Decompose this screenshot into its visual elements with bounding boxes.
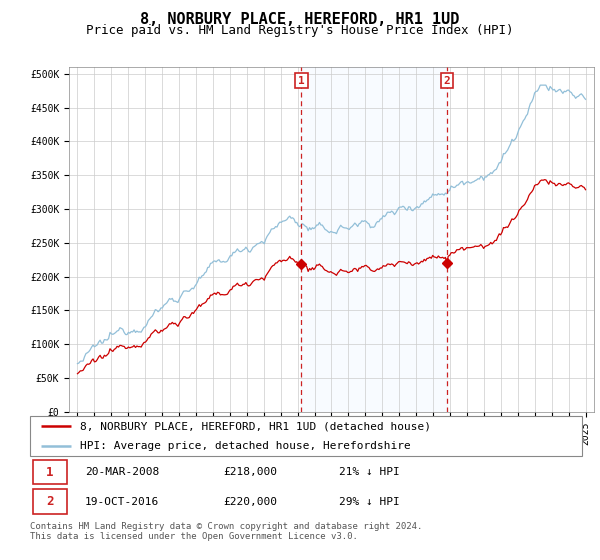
- Text: Price paid vs. HM Land Registry's House Price Index (HPI): Price paid vs. HM Land Registry's House …: [86, 24, 514, 36]
- FancyBboxPatch shape: [33, 460, 67, 484]
- FancyBboxPatch shape: [33, 489, 67, 514]
- Text: 2: 2: [46, 495, 53, 508]
- Text: £218,000: £218,000: [223, 467, 277, 477]
- FancyBboxPatch shape: [30, 416, 582, 456]
- Bar: [301, 67, 446, 412]
- Text: Contains HM Land Registry data © Crown copyright and database right 2024.
This d: Contains HM Land Registry data © Crown c…: [30, 522, 422, 542]
- Text: 8, NORBURY PLACE, HEREFORD, HR1 1UD: 8, NORBURY PLACE, HEREFORD, HR1 1UD: [140, 12, 460, 27]
- Text: 1: 1: [298, 76, 305, 86]
- Text: 8, NORBURY PLACE, HEREFORD, HR1 1UD (detached house): 8, NORBURY PLACE, HEREFORD, HR1 1UD (det…: [80, 421, 431, 431]
- Text: 29% ↓ HPI: 29% ↓ HPI: [339, 497, 400, 507]
- Text: 1: 1: [46, 465, 53, 479]
- Text: 21% ↓ HPI: 21% ↓ HPI: [339, 467, 400, 477]
- Text: £220,000: £220,000: [223, 497, 277, 507]
- Text: 2: 2: [443, 76, 450, 86]
- Text: 19-OCT-2016: 19-OCT-2016: [85, 497, 160, 507]
- Text: HPI: Average price, detached house, Herefordshire: HPI: Average price, detached house, Here…: [80, 441, 410, 451]
- Text: 20-MAR-2008: 20-MAR-2008: [85, 467, 160, 477]
